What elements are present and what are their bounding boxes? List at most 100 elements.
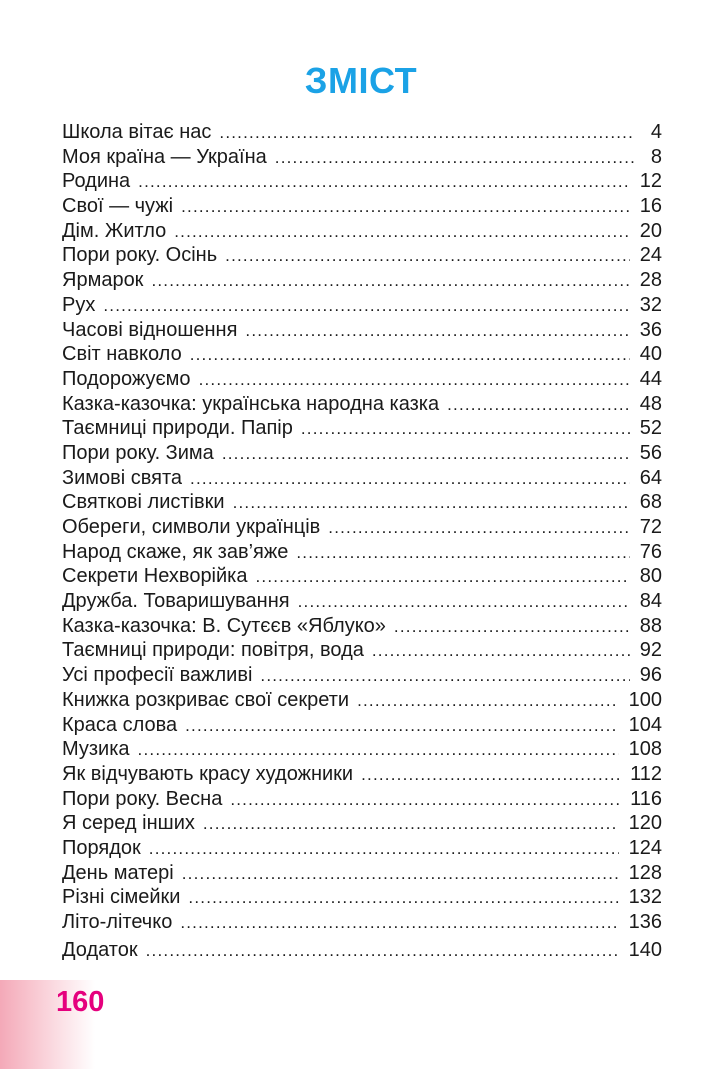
toc-entry[interactable]: Подорожуємо 44 [62, 367, 662, 392]
toc-entry-page: 76 [639, 540, 662, 563]
toc-entry[interactable]: Часові відношення 36 [62, 318, 662, 343]
toc-entry-title: День матері [62, 861, 174, 884]
toc-entry-page: 128 [628, 861, 662, 884]
toc-entry[interactable]: Родина 12 [62, 169, 662, 194]
toc-entry[interactable]: Я серед інших 120 [62, 811, 662, 836]
toc-entry[interactable]: Музика 108 [62, 737, 662, 762]
toc-entry[interactable]: День матері 128 [62, 861, 662, 886]
page-number: 160 [56, 986, 105, 1018]
toc-entry-page: 84 [639, 590, 662, 613]
toc-entry[interactable]: Казка-казочка: українська народна казка 4… [62, 392, 662, 417]
toc-entry-title: Таємниці природи. Папір [62, 417, 293, 440]
dot-leader [394, 615, 630, 640]
toc-entry[interactable]: Пори року. Весна 116 [62, 787, 662, 812]
dot-leader [188, 886, 618, 911]
toc-entry-title: Школа вітає нас [62, 121, 212, 143]
toc-entry[interactable]: Краса слова 104 [62, 713, 662, 738]
dot-leader [296, 541, 629, 566]
toc-entry[interactable]: Казка-казочка: В. Сутєєв «Яблуко» 88 [62, 614, 662, 639]
toc-entry-title: Порядок [62, 836, 141, 859]
toc-entry-title: Додаток [62, 938, 138, 961]
toc-entry[interactable]: Додаток 140 [62, 938, 662, 963]
toc-entry[interactable]: Школа вітає нас 4 [62, 120, 662, 145]
toc-entry-page: 8 [650, 145, 662, 168]
toc-entry-page: 108 [628, 738, 662, 761]
toc-entry-title: Зимові свята [62, 466, 183, 489]
dot-leader [190, 343, 630, 368]
toc-entry-page: 32 [639, 293, 662, 316]
toc-entry-page: 24 [639, 244, 662, 267]
toc-entry[interactable]: Секрети Нехворійка 80 [62, 564, 662, 589]
toc-entry-title: Усі професії важливі [62, 664, 253, 687]
toc-entry-page: 28 [639, 269, 662, 292]
toc-entry-page: 132 [628, 886, 662, 909]
dot-leader [328, 516, 629, 541]
dot-leader [149, 837, 619, 862]
toc-entry-title: Як відчувають красу художники [62, 762, 354, 785]
toc-entry-title: Пори року. Осінь [62, 244, 218, 267]
toc-entry-title: Часові відношення [62, 318, 238, 341]
toc-entry[interactable]: Книжка розкриває свої секрети 100 [62, 688, 662, 713]
toc-entry-title: Світ навколо [62, 343, 182, 366]
toc-entry[interactable]: Таємниці природи. Папір 52 [62, 416, 662, 441]
toc-entry[interactable]: Таємниці природи: повітря, вода 92 [62, 638, 662, 663]
toc-entry[interactable]: Пори року. Осінь 24 [62, 243, 662, 268]
toc-entry-title: Родина [62, 170, 131, 193]
toc-entry-title: Дім. Житло [62, 219, 167, 242]
toc-entry[interactable]: Обереги, символи українців 72 [62, 515, 662, 540]
toc-entry[interactable]: Як відчувають красу художники 112 [62, 762, 662, 787]
toc-entry-page: 44 [639, 367, 662, 390]
dot-leader [146, 939, 619, 964]
dot-leader [233, 491, 630, 516]
toc-entry-title: Пори року. Весна [62, 787, 223, 810]
toc-entry-title: Свої — чужі [62, 195, 174, 218]
toc-entry[interactable]: Ярмарок 28 [62, 268, 662, 293]
toc-entry-page: 120 [628, 812, 662, 835]
toc-entry-title: Ярмарок [62, 269, 144, 292]
dot-leader [219, 121, 634, 146]
toc-entry-page: 64 [639, 466, 662, 489]
toc-entry[interactable]: Літо-літечко 136 [62, 910, 662, 935]
toc-entry-page: 36 [639, 318, 662, 341]
dot-leader [447, 393, 630, 418]
toc-entry[interactable]: Дім. Житло 20 [62, 219, 662, 244]
toc-entry-page: 124 [628, 836, 662, 859]
toc-entry-title: Обереги, символи українців [62, 516, 321, 538]
page-corner-band [0, 980, 95, 1069]
dot-leader [180, 911, 618, 936]
toc-entry-page: 52 [639, 417, 662, 440]
toc-entry-page: 12 [639, 170, 662, 193]
dot-leader [357, 689, 619, 714]
toc-entry[interactable]: Усі професії важливі 96 [62, 663, 662, 688]
toc-entry-page: 4 [650, 121, 662, 143]
toc-entry[interactable]: Народ скаже, як зав’яже 76 [62, 540, 662, 565]
toc-entry-title: Різні сімейки [62, 886, 181, 909]
dot-leader [103, 294, 629, 319]
toc-entry-page: 104 [628, 713, 662, 736]
page-title: ЗМІСТ [304, 60, 418, 101]
dot-leader [182, 862, 619, 887]
toc-entry-page: 112 [630, 762, 662, 785]
toc-entry-page: 48 [639, 392, 662, 415]
toc-entry-title: Святкові листівки [62, 491, 225, 514]
dot-leader [203, 812, 619, 837]
toc-entry[interactable]: Світ навколо 40 [62, 342, 662, 367]
toc-entry[interactable]: Пори року. Зима 56 [62, 441, 662, 466]
toc-entry-page: 116 [630, 787, 662, 810]
toc-entry[interactable]: Зимові свята 64 [62, 466, 662, 491]
toc-entry-title: Пори року. Зима [62, 441, 214, 464]
toc-entry[interactable]: Рух 32 [62, 293, 662, 318]
dot-leader [298, 590, 630, 615]
dot-leader [151, 269, 629, 294]
toc-entry[interactable]: Порядок 124 [62, 836, 662, 861]
toc-entry-page: 40 [639, 343, 662, 366]
toc-entry[interactable]: Святкові листівки 68 [62, 490, 662, 515]
toc-entry-page: 88 [639, 614, 662, 637]
toc-entry[interactable]: Свої — чужі 16 [62, 194, 662, 219]
toc-entry[interactable]: Різні сімейки 132 [62, 885, 662, 910]
dot-leader [181, 195, 630, 220]
toc-entry-title: Казка-казочка: В. Сутєєв «Яблуко» [62, 614, 386, 637]
toc-entry[interactable]: Моя країна — Україна 8 [62, 145, 662, 170]
toc-entry[interactable]: Дружба. Товаришування 84 [62, 589, 662, 614]
toc-entry-page: 20 [639, 219, 662, 242]
